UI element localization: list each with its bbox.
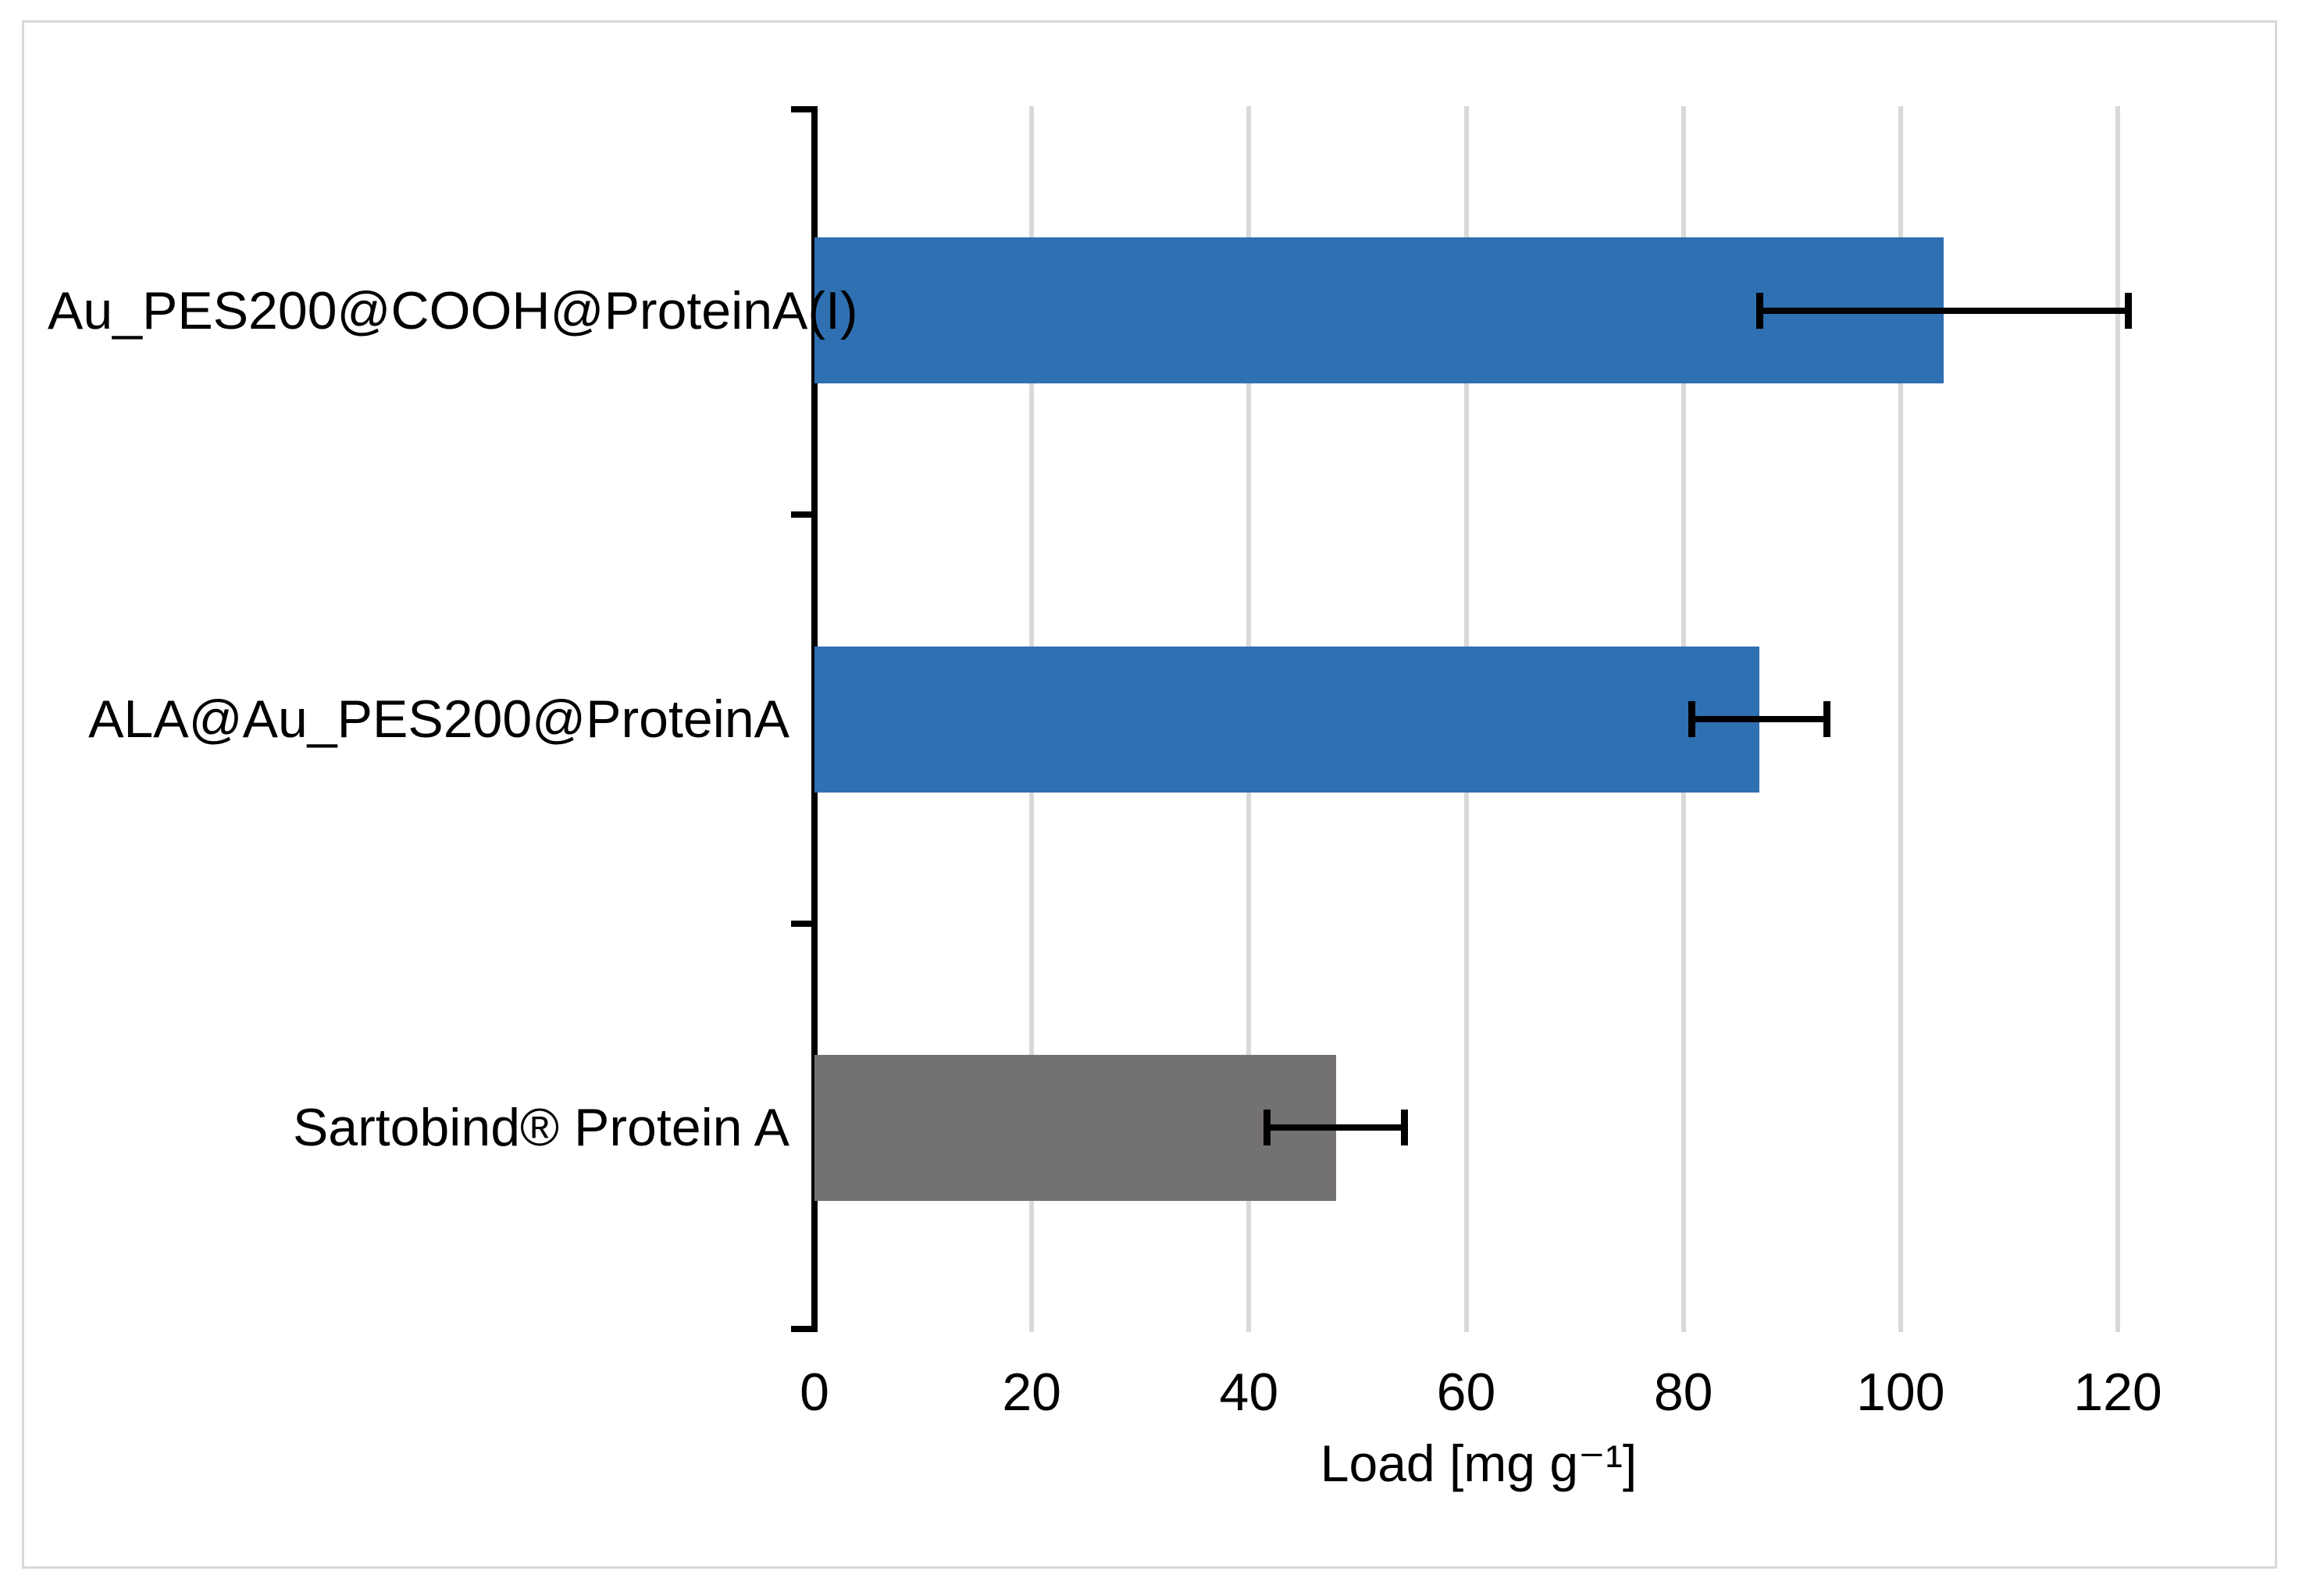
plot-area xyxy=(791,106,2133,1332)
x-tick-label-0: 0 xyxy=(800,1363,829,1422)
error-bar-line-3 xyxy=(1267,1124,1405,1131)
gridline-x-120 xyxy=(2115,106,2120,1332)
category-label-2: ALA@Au_PES200@ProteinA xyxy=(88,689,789,749)
error-bar-cap-1-low xyxy=(1755,292,1763,329)
error-bar-cap-2-low xyxy=(1688,701,1696,737)
y-axis-tick xyxy=(791,106,813,112)
bar-1 xyxy=(814,237,1944,384)
x-tick-label-60: 60 xyxy=(1436,1363,1496,1422)
error-bar-cap-2-high xyxy=(1823,701,1830,737)
x-tick-label-80: 80 xyxy=(1653,1363,1713,1422)
category-label-3: Sartobind® Protein A xyxy=(292,1098,789,1158)
x-tick-label-40: 40 xyxy=(1219,1363,1279,1422)
x-tick-label-120: 120 xyxy=(2073,1363,2162,1422)
error-bar-line-2 xyxy=(1691,716,1827,722)
error-bar-cap-3-high xyxy=(1400,1110,1408,1146)
error-bar-cap-1-high xyxy=(2125,292,2133,329)
bar-3 xyxy=(814,1054,1336,1201)
error-bar-cap-3-low xyxy=(1263,1110,1271,1146)
x-tick-label-100: 100 xyxy=(1856,1363,1945,1422)
y-axis-tick xyxy=(791,1326,813,1332)
x-tick-label-20: 20 xyxy=(1002,1363,1061,1422)
bar-2 xyxy=(814,646,1760,793)
x-axis-title: Load [mg g⁻¹] xyxy=(1320,1434,1638,1492)
error-bar-line-1 xyxy=(1759,307,2129,314)
figure-frame: 0 20 40 60 80 100 120 Au_PES200@COOH@ProteinA(I… xyxy=(22,20,2277,1569)
gridline-x-100 xyxy=(1898,106,1903,1332)
y-axis-tick xyxy=(791,920,813,927)
y-axis-tick xyxy=(791,511,813,518)
category-label-1: Au_PES200@COOH@ProteinA(I) xyxy=(48,280,858,340)
